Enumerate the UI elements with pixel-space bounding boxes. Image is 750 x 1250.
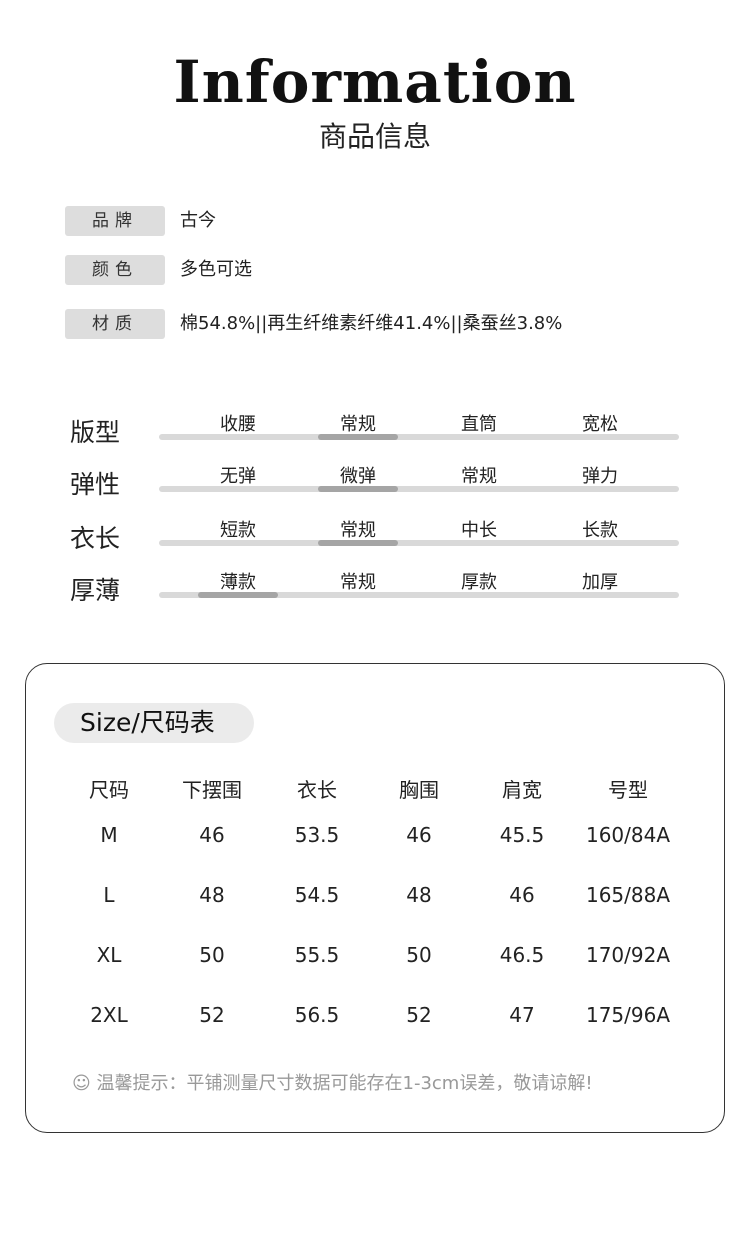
attribute-scale-track — [159, 434, 679, 440]
attribute-option: 常规 — [340, 520, 376, 541]
table-cell: 45.5 — [499, 823, 545, 847]
table-cell: 2XL — [90, 1003, 128, 1027]
attribute-name: 弹性 — [70, 470, 121, 499]
info-value: 多色可选 — [180, 259, 252, 280]
table-cell: L — [103, 883, 115, 907]
table-cell: 55.5 — [294, 943, 340, 967]
note-text: 温馨提示：平铺测量尺寸数据可能存在1-3cm误差，敬请谅解! — [96, 1073, 593, 1094]
attribute-option: 微弹 — [340, 466, 376, 487]
size-table-card — [25, 663, 725, 1133]
attribute-scale-indicator — [198, 592, 278, 598]
info-label: 颜色 — [65, 255, 165, 285]
table-cell: 170/92A — [585, 943, 671, 967]
size-table-title: Size/尺码表 — [54, 703, 254, 743]
table-cell: XL — [96, 943, 122, 967]
attribute-option: 无弹 — [220, 466, 256, 487]
title-chinese: 商品信息 — [318, 120, 431, 153]
table-header: 尺码 — [89, 778, 129, 802]
attribute-option: 常规 — [461, 466, 497, 487]
attribute-option: 中长 — [461, 520, 497, 541]
table-cell: 46 — [509, 883, 535, 907]
table-cell: 50 — [406, 943, 432, 967]
attribute-name: 衣长 — [70, 524, 121, 553]
table-cell: 47 — [509, 1003, 535, 1027]
attribute-option: 厚款 — [461, 572, 497, 593]
attribute-option: 收腰 — [220, 414, 256, 435]
info-value: 棉54.8%||再生纤维素纤维41.4%||桑蚕丝3.8% — [180, 313, 563, 334]
table-header: 下摆围 — [182, 778, 242, 802]
table-header: 号型 — [608, 778, 648, 802]
info-value: 古今 — [180, 210, 216, 231]
table-cell: 165/88A — [585, 883, 671, 907]
attribute-scale-track — [159, 592, 679, 598]
info-label: 材质 — [65, 309, 165, 339]
attribute-option: 常规 — [340, 572, 376, 593]
table-cell: 52 — [406, 1003, 432, 1027]
table-header: 胸围 — [399, 778, 439, 802]
info-label: 品牌 — [65, 206, 165, 236]
table-cell: 46.5 — [499, 943, 545, 967]
table-cell: 53.5 — [294, 823, 340, 847]
attribute-name: 版型 — [70, 418, 121, 447]
table-cell: 160/84A — [585, 823, 671, 847]
attribute-scale-indicator — [318, 434, 398, 440]
table-cell: 56.5 — [294, 1003, 340, 1027]
attribute-option: 短款 — [220, 520, 256, 541]
attribute-option: 弹力 — [582, 466, 618, 487]
attribute-option: 宽松 — [582, 414, 618, 435]
table-cell: 48 — [406, 883, 432, 907]
attribute-option: 长款 — [582, 520, 618, 541]
table-header: 肩宽 — [502, 778, 542, 802]
measurement-note: ☺ 温馨提示：平铺测量尺寸数据可能存在1-3cm误差，敬请谅解! — [72, 1069, 593, 1095]
table-cell: M — [100, 823, 118, 847]
attribute-option: 加厚 — [582, 572, 618, 593]
table-cell: 48 — [199, 883, 225, 907]
table-cell: 46 — [199, 823, 225, 847]
table-cell: 175/96A — [585, 1003, 671, 1027]
smiley-icon: ☺ — [72, 1073, 91, 1094]
attribute-option: 常规 — [340, 414, 376, 435]
table-cell: 54.5 — [294, 883, 340, 907]
attribute-option: 直筒 — [461, 414, 497, 435]
table-cell: 52 — [199, 1003, 225, 1027]
table-header: 衣长 — [297, 778, 337, 802]
table-cell: 46 — [406, 823, 432, 847]
attribute-scale-track — [159, 486, 679, 492]
table-cell: 50 — [199, 943, 225, 967]
attribute-name: 厚薄 — [70, 576, 121, 605]
title-english: Information — [173, 48, 577, 116]
attribute-scale-indicator — [318, 486, 398, 492]
attribute-scale-indicator — [318, 540, 398, 546]
attribute-option: 薄款 — [220, 572, 256, 593]
attribute-scale-track — [159, 540, 679, 546]
